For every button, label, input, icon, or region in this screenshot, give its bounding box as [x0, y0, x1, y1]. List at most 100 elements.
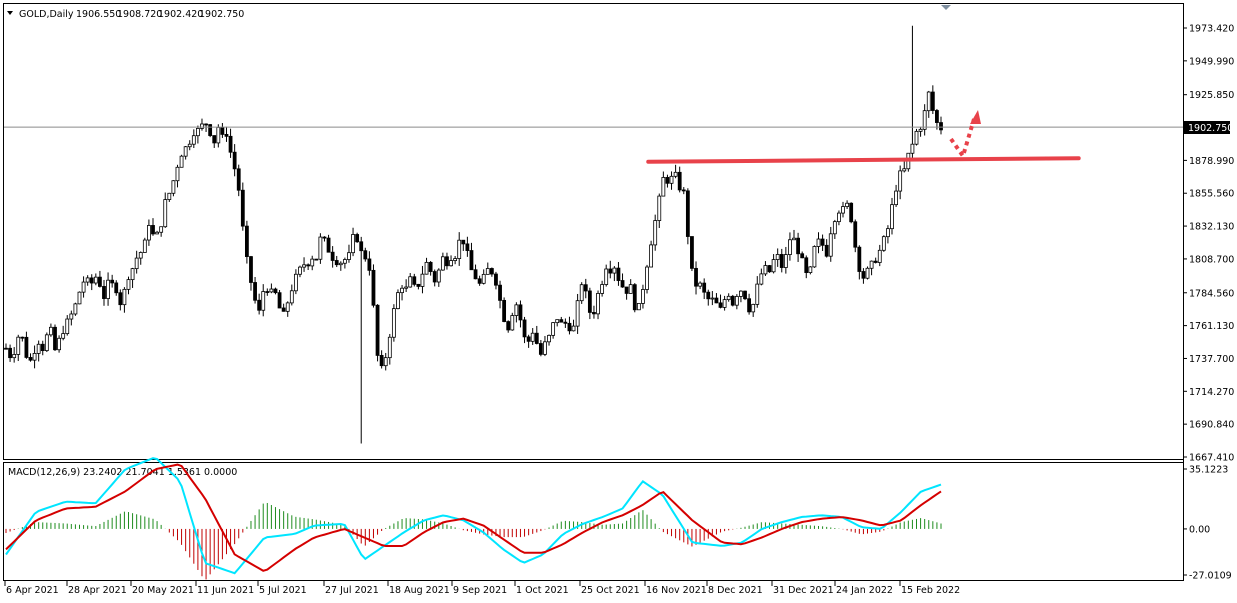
- macd-pane-frame: [3, 462, 1184, 581]
- candle-body: [126, 279, 131, 290]
- time-tick-label: 18 Aug 2021: [389, 585, 450, 596]
- candle-body: [726, 295, 731, 301]
- price-tick-label: 1973.420: [1189, 24, 1234, 35]
- candle-body: [114, 282, 119, 294]
- ohlc-open: 1906.550: [76, 9, 121, 20]
- candle-body: [342, 259, 347, 264]
- candle-body: [857, 246, 862, 272]
- resistance-line: [646, 156, 1081, 164]
- candle-body: [698, 282, 703, 287]
- candle-body: [530, 332, 535, 342]
- signal-line: [5, 463, 942, 572]
- candle-body: [147, 225, 151, 241]
- candle-body: [800, 253, 805, 259]
- ohlc-low: 1902.420: [158, 9, 203, 20]
- candle-body: [130, 268, 135, 281]
- candle-body: [714, 297, 719, 304]
- candle-body: [538, 343, 543, 355]
- candle-body: [8, 347, 12, 359]
- candle-body: [289, 290, 294, 304]
- time-tick-label: 5 Jul 2021: [259, 585, 307, 596]
- time-tick-label: 24 Jan 2022: [836, 585, 893, 596]
- candle-body: [677, 171, 682, 191]
- candle-body: [681, 189, 686, 192]
- candle-body: [89, 277, 94, 284]
- macd-axis: 35.1223 0.00 -27.0109: [1183, 465, 1232, 582]
- candle-body: [669, 175, 674, 184]
- shift-marker-icon[interactable]: [941, 5, 951, 10]
- menu-triangle-icon[interactable]: [7, 11, 13, 15]
- time-tick-label: 6 Apr 2021: [6, 585, 59, 596]
- macd-tick-label: -27.0109: [1189, 571, 1232, 582]
- candle-body: [171, 180, 176, 194]
- candle-body: [841, 206, 845, 214]
- price-tick-label: 1808.700: [1189, 254, 1234, 265]
- candle-body: [649, 244, 654, 268]
- candle-body: [767, 265, 772, 273]
- arrow-head: [970, 110, 981, 124]
- candle-body: [40, 343, 45, 352]
- candle-body: [400, 287, 404, 294]
- candle-body: [200, 123, 204, 129]
- candle-body: [257, 299, 262, 311]
- candle-body: [579, 284, 584, 302]
- candle-body: [922, 110, 927, 130]
- candle-body: [506, 321, 511, 331]
- candle-body: [57, 337, 61, 351]
- candle-body: [808, 266, 813, 273]
- candle-body: [24, 336, 29, 358]
- candle-body: [779, 254, 784, 268]
- candle-body: [440, 256, 445, 271]
- candle-body: [408, 276, 413, 288]
- candle-body: [293, 273, 298, 292]
- candle-body: [494, 273, 498, 286]
- price-tick-label: 1925.850: [1189, 90, 1234, 101]
- time-tick-label: 27 Jul 2021: [325, 585, 379, 596]
- candle-body: [873, 260, 878, 263]
- candle-body: [183, 146, 188, 157]
- candle-body: [73, 303, 78, 315]
- candle-body: [285, 302, 290, 312]
- candle-body: [387, 336, 392, 359]
- candle-body: [526, 336, 531, 342]
- candle-body: [620, 280, 625, 288]
- candle-body: [816, 238, 821, 247]
- candle-body: [122, 288, 127, 306]
- price-tick-label: 1761.130: [1189, 321, 1234, 332]
- candle-body: [224, 134, 229, 137]
- candle-body: [751, 303, 756, 313]
- candle-body: [824, 244, 829, 257]
- candle-body: [559, 319, 564, 323]
- candle-body: [244, 225, 249, 257]
- candle-body: [416, 283, 421, 287]
- candle-body: [706, 291, 711, 300]
- candle-body: [326, 237, 331, 253]
- candle-body: [788, 239, 792, 255]
- candle-body: [465, 243, 470, 251]
- candle-body: [734, 296, 739, 306]
- candle-body: [498, 284, 502, 301]
- candle-body: [204, 123, 208, 126]
- candle-body: [685, 190, 690, 237]
- candle-body: [886, 228, 890, 238]
- candle-body: [730, 295, 735, 306]
- candle-body: [567, 322, 572, 332]
- candle-body: [555, 319, 560, 324]
- time-tick-label: 11 Jun 2021: [197, 585, 254, 596]
- candle-body: [212, 135, 217, 144]
- candle-body: [600, 284, 605, 294]
- candle-body: [645, 266, 649, 290]
- candle-body: [518, 304, 523, 321]
- candle-body: [612, 267, 617, 274]
- price-tick-label: 1855.560: [1189, 189, 1234, 200]
- last-price-box: [1184, 121, 1230, 134]
- candle-body: [453, 258, 458, 261]
- candle-body: [391, 308, 396, 338]
- candle-body: [306, 264, 311, 267]
- time-tick-label: 8 Dec 2021: [708, 585, 763, 596]
- candle-body: [624, 286, 629, 294]
- candle-body: [445, 256, 449, 267]
- candle-body: [641, 289, 645, 304]
- candle-body: [534, 332, 539, 344]
- candle-body: [861, 271, 866, 279]
